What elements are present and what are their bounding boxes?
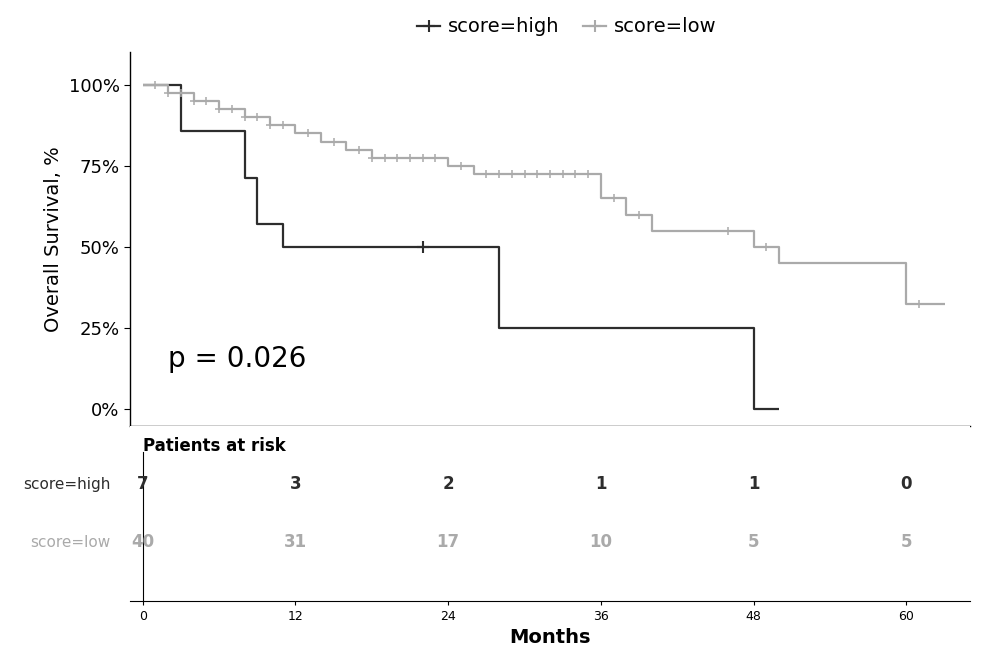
Text: 10: 10	[589, 534, 612, 551]
Text: 31: 31	[284, 534, 307, 551]
X-axis label: Months: Months	[506, 460, 594, 480]
Text: 3: 3	[290, 475, 301, 493]
Text: 2: 2	[442, 475, 454, 493]
Text: 1: 1	[748, 475, 759, 493]
Text: 5: 5	[901, 534, 912, 551]
Text: 17: 17	[437, 534, 460, 551]
Y-axis label: Overall Survival, %: Overall Survival, %	[44, 146, 63, 332]
X-axis label: Months: Months	[509, 628, 591, 647]
Text: 0: 0	[901, 475, 912, 493]
Text: p = 0.026: p = 0.026	[168, 345, 307, 374]
Text: 7: 7	[137, 475, 149, 493]
Text: 1: 1	[595, 475, 607, 493]
Text: 40: 40	[131, 534, 154, 551]
Legend: score=high, score=low: score=high, score=low	[409, 10, 724, 44]
Text: Patients at risk: Patients at risk	[143, 438, 285, 455]
Text: score=high: score=high	[24, 477, 111, 492]
Text: score=low: score=low	[31, 535, 111, 550]
Text: 5: 5	[748, 534, 759, 551]
